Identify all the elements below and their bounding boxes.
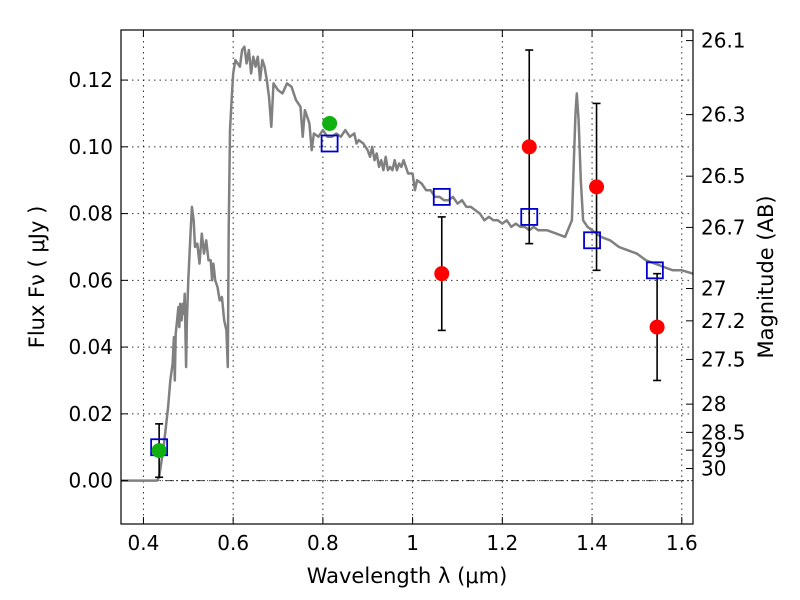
x-axis-ticks: 0.4 0.6 0.8 1 1.2 1.4 1.6	[128, 30, 698, 555]
y-tick-label-5: 0.10	[68, 135, 113, 159]
grid-lines	[121, 30, 693, 524]
magnitude-tick-label-10: 30	[701, 456, 726, 480]
y-axis-ticks: 0.00 0.02 0.04 0.06 0.08 0.10 0.12	[68, 68, 128, 493]
model-band-square-5	[645, 261, 664, 280]
magnitude-tick-label-5: 27.2	[701, 309, 746, 333]
magnitude-axis-label: Magnitude (AB)	[754, 195, 778, 358]
y-tick-label-3: 0.06	[68, 268, 113, 292]
magnitude-tick-label-2: 26.5	[701, 164, 746, 188]
y-tick-label-1: 0.02	[68, 402, 113, 426]
y-tick-label-6: 0.12	[68, 68, 113, 92]
model-band-points	[150, 134, 664, 457]
observed-point-green-1	[322, 115, 338, 131]
x-tick-label-2: 0.8	[307, 531, 339, 555]
x-tick-label-6: 1.6	[666, 531, 698, 555]
observed-point-red-1	[521, 139, 537, 155]
y-axis-label: Flux Fν ( μJy )	[25, 206, 49, 349]
magnitude-tick-label-9: 29	[701, 438, 726, 462]
observed-point-red-0	[434, 266, 450, 282]
model-spectrum-layer	[121, 45, 693, 482]
observed-point-red-3	[649, 319, 665, 335]
magnitude-tick-label-0: 26.1	[701, 29, 746, 53]
y-tick-label-0: 0.00	[68, 469, 113, 493]
x-tick-label-0: 0.4	[128, 531, 160, 555]
model-band-square-3	[520, 208, 539, 226]
x-tick-label-5: 1.4	[576, 531, 608, 555]
x-tick-label-1: 0.6	[217, 531, 249, 555]
model-band-square-2	[432, 187, 451, 206]
magnitude-tick-label-6: 27.5	[701, 347, 746, 371]
magnitude-tick-label-4: 27	[701, 277, 726, 301]
magnitude-tick-label-7: 28	[701, 392, 726, 416]
model-band-square-4	[583, 231, 601, 250]
x-tick-label-3: 1	[406, 531, 419, 555]
y-tick-label-4: 0.08	[68, 202, 113, 226]
model-spectrum-line	[121, 45, 693, 482]
magnitude-tick-label-8: 28.5	[701, 420, 746, 444]
observed-points	[151, 115, 665, 459]
plot-frame	[120, 29, 694, 525]
observed-point-red-2	[589, 179, 605, 195]
model-band-square-1	[320, 134, 339, 153]
y-tick-label-2: 0.04	[68, 335, 113, 359]
observed-point-green-0	[151, 443, 167, 459]
magnitude-tick-label-1: 26.3	[701, 103, 746, 127]
x-axis-label: Wavelength λ (μm)	[307, 564, 508, 588]
x-tick-label-4: 1.2	[486, 531, 518, 555]
magnitude-tick-label-3: 26.7	[701, 215, 746, 239]
